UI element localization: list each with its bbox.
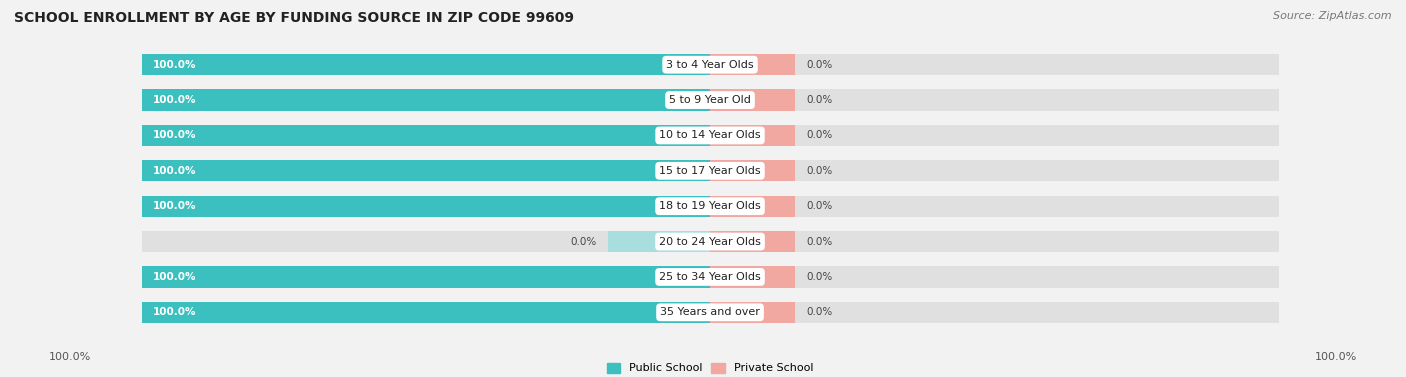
- Bar: [710, 231, 796, 252]
- Bar: [142, 54, 710, 75]
- Bar: [710, 54, 796, 75]
- Bar: [607, 231, 710, 252]
- Bar: [710, 125, 1278, 146]
- Bar: [142, 160, 710, 181]
- Bar: [142, 196, 710, 217]
- Bar: [710, 54, 1278, 75]
- Text: 100.0%: 100.0%: [1315, 352, 1357, 362]
- Text: Source: ZipAtlas.com: Source: ZipAtlas.com: [1274, 11, 1392, 21]
- Text: 0.0%: 0.0%: [807, 307, 832, 317]
- Text: 10 to 14 Year Olds: 10 to 14 Year Olds: [659, 130, 761, 141]
- Text: 100.0%: 100.0%: [153, 166, 197, 176]
- Text: 100.0%: 100.0%: [153, 307, 197, 317]
- Text: 100.0%: 100.0%: [153, 95, 197, 105]
- Text: 0.0%: 0.0%: [807, 201, 832, 211]
- Text: 0.0%: 0.0%: [807, 272, 832, 282]
- Bar: [710, 266, 1278, 288]
- Bar: [142, 196, 710, 217]
- Bar: [710, 160, 796, 181]
- Text: SCHOOL ENROLLMENT BY AGE BY FUNDING SOURCE IN ZIP CODE 99609: SCHOOL ENROLLMENT BY AGE BY FUNDING SOUR…: [14, 11, 574, 25]
- Bar: [142, 266, 710, 288]
- Bar: [142, 302, 710, 323]
- Text: 100.0%: 100.0%: [153, 130, 197, 141]
- Text: 3 to 4 Year Olds: 3 to 4 Year Olds: [666, 60, 754, 70]
- Bar: [710, 302, 796, 323]
- Bar: [710, 196, 796, 217]
- Legend: Public School, Private School: Public School, Private School: [602, 358, 818, 377]
- Text: 18 to 19 Year Olds: 18 to 19 Year Olds: [659, 201, 761, 211]
- Text: 20 to 24 Year Olds: 20 to 24 Year Olds: [659, 236, 761, 247]
- Text: 15 to 17 Year Olds: 15 to 17 Year Olds: [659, 166, 761, 176]
- Text: 100.0%: 100.0%: [153, 272, 197, 282]
- Text: 0.0%: 0.0%: [807, 95, 832, 105]
- Text: 5 to 9 Year Old: 5 to 9 Year Old: [669, 95, 751, 105]
- Bar: [710, 196, 1278, 217]
- Text: 0.0%: 0.0%: [807, 130, 832, 141]
- Bar: [142, 160, 710, 181]
- Bar: [142, 302, 710, 323]
- Bar: [710, 160, 1278, 181]
- Bar: [142, 125, 710, 146]
- Text: 0.0%: 0.0%: [569, 236, 596, 247]
- Bar: [710, 231, 1278, 252]
- Text: 100.0%: 100.0%: [153, 60, 197, 70]
- Bar: [710, 302, 1278, 323]
- Bar: [142, 89, 710, 111]
- Bar: [142, 231, 710, 252]
- Text: 35 Years and over: 35 Years and over: [659, 307, 761, 317]
- Text: 25 to 34 Year Olds: 25 to 34 Year Olds: [659, 272, 761, 282]
- Text: 100.0%: 100.0%: [49, 352, 91, 362]
- Bar: [710, 125, 796, 146]
- Bar: [142, 266, 710, 288]
- Bar: [710, 266, 796, 288]
- Text: 0.0%: 0.0%: [807, 166, 832, 176]
- Bar: [142, 89, 710, 111]
- Text: 100.0%: 100.0%: [153, 201, 197, 211]
- Bar: [710, 89, 796, 111]
- Bar: [142, 125, 710, 146]
- Text: 0.0%: 0.0%: [807, 60, 832, 70]
- Bar: [710, 89, 1278, 111]
- Bar: [142, 54, 710, 75]
- Text: 0.0%: 0.0%: [807, 236, 832, 247]
